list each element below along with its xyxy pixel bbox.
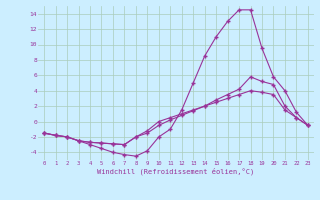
X-axis label: Windchill (Refroidissement éolien,°C): Windchill (Refroidissement éolien,°C) [97, 168, 255, 175]
